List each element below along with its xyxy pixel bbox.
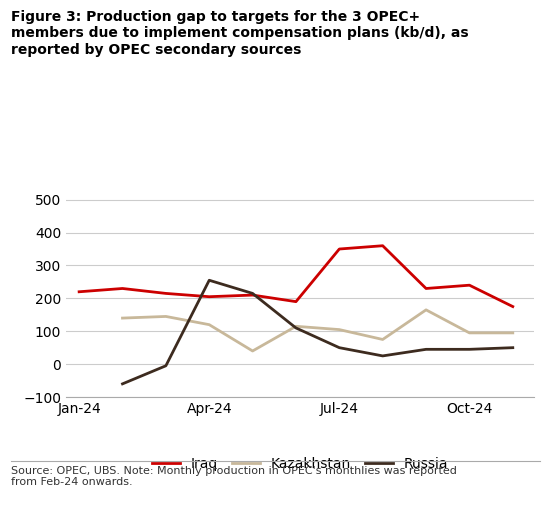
Kazakhstan xyxy=(510,330,516,336)
Line: Iraq: Iraq xyxy=(79,246,513,306)
Kazakhstan xyxy=(293,323,299,329)
Iraq xyxy=(466,282,473,288)
Legend: Iraq, Kazakhstan, Russia: Iraq, Kazakhstan, Russia xyxy=(147,451,454,476)
Iraq xyxy=(163,290,169,296)
Russia xyxy=(510,345,516,351)
Iraq xyxy=(336,246,343,252)
Iraq xyxy=(206,294,213,300)
Iraq xyxy=(249,292,256,298)
Kazakhstan xyxy=(249,348,256,354)
Russia xyxy=(249,290,256,296)
Line: Russia: Russia xyxy=(122,280,513,384)
Russia xyxy=(206,277,213,284)
Iraq xyxy=(76,289,83,295)
Russia xyxy=(423,346,429,352)
Kazakhstan xyxy=(119,315,126,321)
Line: Kazakhstan: Kazakhstan xyxy=(122,310,513,351)
Iraq xyxy=(510,303,516,309)
Kazakhstan xyxy=(163,314,169,320)
Kazakhstan xyxy=(466,330,473,336)
Text: Figure 3: Production gap to targets for the 3 OPEC+
members due to implement com: Figure 3: Production gap to targets for … xyxy=(11,10,469,56)
Iraq xyxy=(293,299,299,305)
Russia xyxy=(293,325,299,331)
Kazakhstan xyxy=(336,327,343,333)
Russia xyxy=(466,346,473,352)
Russia xyxy=(380,353,386,359)
Kazakhstan xyxy=(423,307,429,313)
Kazakhstan xyxy=(380,336,386,343)
Russia xyxy=(119,381,126,387)
Text: Source: OPEC, UBS. Note: Monthly production in OPEC's monthlies was reported
fro: Source: OPEC, UBS. Note: Monthly product… xyxy=(11,466,457,487)
Iraq xyxy=(380,243,386,249)
Kazakhstan xyxy=(206,322,213,328)
Iraq xyxy=(423,286,429,292)
Russia xyxy=(336,345,343,351)
Russia xyxy=(163,363,169,369)
Iraq xyxy=(119,286,126,292)
